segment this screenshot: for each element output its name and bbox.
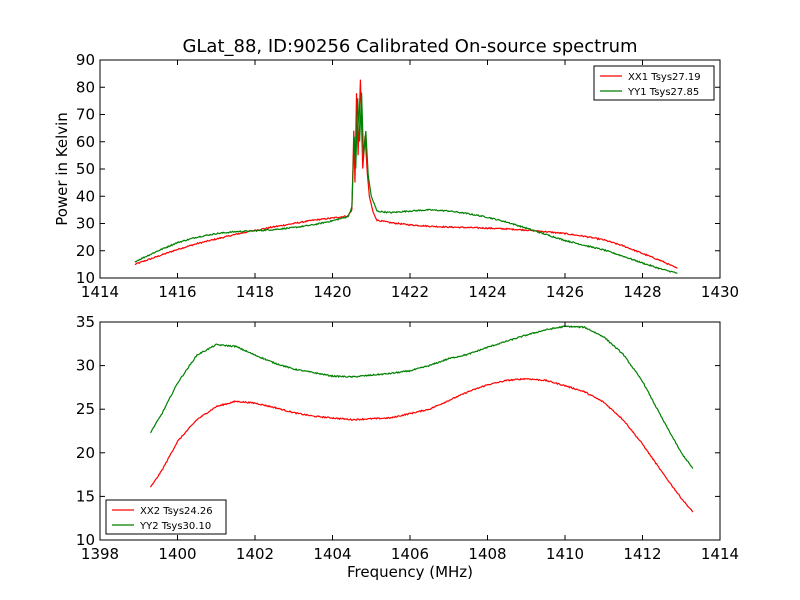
x-tick-label: 1428 bbox=[623, 283, 661, 301]
x-tick-label: 1430 bbox=[701, 283, 739, 301]
series-line-1 bbox=[149, 377, 694, 513]
y-tick-label: 20 bbox=[76, 242, 95, 260]
legend-box bbox=[593, 65, 715, 101]
x-tick-label: 1400 bbox=[158, 545, 196, 563]
y-tick-label: 30 bbox=[76, 357, 95, 375]
series-line-2 bbox=[134, 92, 678, 274]
x-tick-label: 1416 bbox=[158, 283, 196, 301]
y-tick-label: 40 bbox=[76, 187, 95, 205]
x-tick-label: 1418 bbox=[236, 283, 274, 301]
top-series-layer bbox=[134, 79, 678, 274]
top-legend: XX1 Tsys27.19 YY1 Tsys27.85 bbox=[593, 65, 715, 101]
chart-title: GLat_88, ID:90256 Calibrated On-source s… bbox=[182, 36, 637, 57]
bottom-legend: XX2 Tsys24.26 YY2 Tsys30.10 bbox=[105, 499, 227, 535]
y-tick-label: 10 bbox=[76, 269, 95, 287]
bottom-spectrum-panel: Frequency (MHz) 1398 1400 1402 1404 1406 1408… bbox=[76, 313, 739, 581]
x-tick-label: 1398 bbox=[81, 545, 119, 563]
x-tick-label: 1424 bbox=[468, 283, 506, 301]
bottom-series-layer bbox=[149, 325, 694, 513]
y-tick-label: 20 bbox=[76, 444, 95, 462]
y-axis-label: Power in Kelvin bbox=[53, 112, 71, 226]
legend-box bbox=[105, 499, 227, 535]
y-tick-label: 80 bbox=[76, 78, 95, 96]
legend-label-1: XX2 Tsys24.26 bbox=[140, 506, 213, 517]
series-line-1 bbox=[134, 79, 678, 269]
x-tick-label: 1414 bbox=[701, 545, 739, 563]
x-tick-label: 1406 bbox=[391, 545, 429, 563]
legend-label-2: YY2 Tsys30.10 bbox=[139, 521, 211, 532]
x-tick-label: 1420 bbox=[313, 283, 351, 301]
legend-label-1: XX1 Tsys27.19 bbox=[628, 72, 701, 83]
y-tick-label: 15 bbox=[76, 487, 95, 505]
x-axis-label: Frequency (MHz) bbox=[347, 563, 473, 581]
x-tick-label: 1404 bbox=[313, 545, 351, 563]
x-tick-label: 1410 bbox=[546, 545, 584, 563]
series-line-2 bbox=[150, 325, 694, 469]
y-tick-label: 25 bbox=[76, 400, 95, 418]
top-spectrum-panel: GLat_88, ID:90256 Calibrated On-source s… bbox=[53, 36, 739, 301]
y-tick-label: 30 bbox=[76, 215, 95, 233]
x-tick-label: 1426 bbox=[546, 283, 584, 301]
y-tick-label: 35 bbox=[76, 313, 95, 331]
y-tick-label: 60 bbox=[76, 133, 95, 151]
x-tick-label: 1402 bbox=[236, 545, 274, 563]
legend-label-2: YY1 Tsys27.85 bbox=[627, 87, 699, 98]
x-tick-label: 1422 bbox=[391, 283, 429, 301]
y-tick-label: 50 bbox=[76, 160, 95, 178]
x-tick-label: 1412 bbox=[623, 545, 661, 563]
top-tick-layer: 1414 1416 1418 1420 1422 1424 1426 1428 1430 10 20… bbox=[76, 51, 739, 301]
x-tick-label: 1408 bbox=[468, 545, 506, 563]
y-tick-label: 10 bbox=[76, 531, 95, 549]
bottom-tick-layer: 1398 1400 1402 1404 1406 1408 1410 1412 1414 10 15… bbox=[76, 313, 739, 563]
y-tick-label: 70 bbox=[76, 106, 95, 124]
y-tick-label: 90 bbox=[76, 51, 95, 69]
x-tick-label: 1414 bbox=[81, 283, 119, 301]
